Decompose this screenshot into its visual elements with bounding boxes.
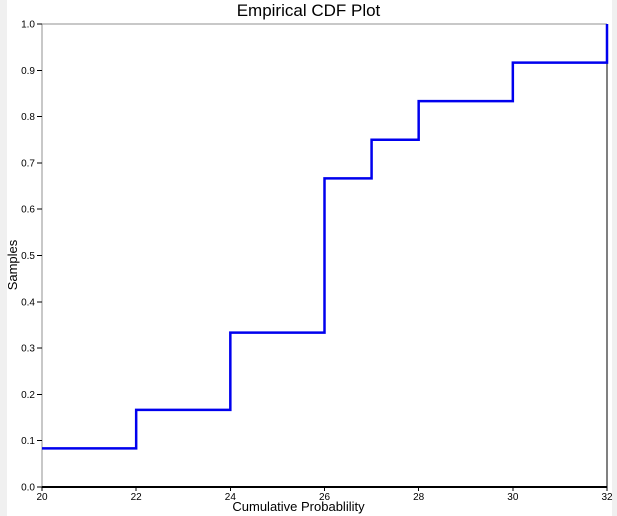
x-tick-label: 22 — [131, 492, 143, 503]
y-axis-label: Samples — [5, 239, 20, 291]
y-tick-label: 0.1 — [21, 436, 35, 447]
x-tick-label: 24 — [225, 492, 237, 503]
x-axis-label: Cumulative Probablility — [232, 499, 365, 514]
y-tick-label: 1.0 — [21, 20, 35, 31]
y-tick-label: 0.4 — [21, 297, 35, 308]
y-tick-label: 0.0 — [21, 483, 35, 494]
x-tick-label: 32 — [601, 492, 613, 503]
x-tick-label: 30 — [507, 492, 519, 503]
x-tick-label: 28 — [413, 492, 425, 503]
x-tick-label: 20 — [36, 492, 48, 503]
y-tick-label: 0.6 — [21, 205, 35, 216]
chart-title: Empirical CDF Plot — [236, 1, 381, 20]
y-tick-label: 0.3 — [21, 344, 35, 355]
window-edge-left — [0, 0, 7, 516]
y-tick-label: 0.2 — [21, 390, 35, 401]
ecdf-step-line — [42, 24, 609, 450]
x-tick-label: 26 — [319, 492, 331, 503]
y-tick-label: 0.8 — [21, 112, 35, 123]
window-edge-right — [612, 0, 617, 516]
y-tick-label: 0.9 — [21, 66, 35, 77]
y-tick-label: 0.7 — [21, 158, 35, 169]
y-tick-label: 0.5 — [21, 251, 35, 262]
